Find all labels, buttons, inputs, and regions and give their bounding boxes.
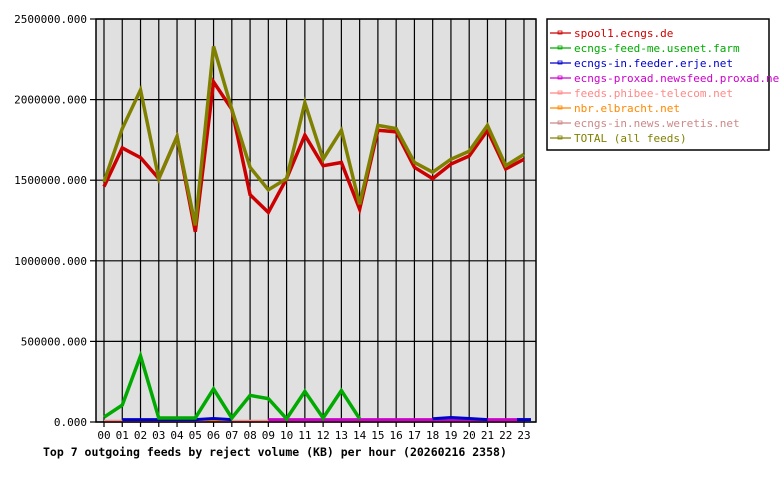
legend-item: ecngs-proxad.newsfeed.proxad.net: [550, 72, 780, 85]
x-tick-label: 21: [481, 429, 494, 442]
x-tick-label: 09: [262, 429, 275, 442]
legend-item: ecngs-feed-me.usenet.farm: [550, 42, 740, 55]
vertical-gridlines: [103, 19, 525, 422]
x-tick-label: 20: [463, 429, 476, 442]
plot-area: [96, 19, 536, 422]
legend-label: TOTAL (all feeds): [574, 132, 687, 145]
legend-label: ecngs-in.news.weretis.net: [574, 117, 740, 130]
legend-label: ecngs-proxad.newsfeed.proxad.net: [574, 72, 780, 85]
x-tick-label: 15: [371, 429, 384, 442]
y-tick-label: 2500000.000: [14, 13, 87, 26]
x-tick-label: 23: [517, 429, 530, 442]
legend-label: ecngs-in.feeder.erje.net: [574, 57, 733, 70]
series-line: [102, 45, 525, 226]
x-tick-label: 06: [207, 429, 220, 442]
legend: spool1.ecngs.de ecngs-feed-me.usenet.farm…: [546, 18, 780, 151]
legend-item: ecngs-in.feeder.erje.net: [550, 57, 733, 70]
plot-frame: [95, 18, 537, 423]
legend-item: TOTAL (all feeds): [550, 132, 687, 145]
x-tick-label: 16: [390, 429, 403, 442]
y-tick-label: 1000000.000: [14, 255, 87, 268]
x-tick-label: 04: [170, 429, 184, 442]
legend-label: ecngs-feed-me.usenet.farm: [574, 42, 740, 55]
x-tick-label: 07: [225, 429, 238, 442]
y-tick-label: 500000.000: [21, 335, 87, 348]
x-tick-label: 14: [353, 429, 367, 442]
y-tick-label: 0.000: [54, 416, 87, 429]
x-tick-label: 01: [116, 429, 129, 442]
y-tick-label: 1500000.000: [14, 174, 87, 187]
x-tick-label: 05: [189, 429, 202, 442]
legend-label: nbr.elbracht.net: [574, 102, 680, 115]
x-tick-label: 08: [243, 429, 256, 442]
x-tick-label: 22: [499, 429, 512, 442]
legend-label: spool1.ecngs.de: [574, 27, 673, 40]
legend-item: feeds.phibee-telecom.net: [550, 87, 733, 100]
x-tick-label: 03: [152, 429, 165, 442]
x-tick-label: 17: [408, 429, 421, 442]
x-tick-label: 13: [335, 429, 348, 442]
x-axis-ticks: 00 01 02 03 04 05 06 07 08 09 10 11 12 13 14 15 16 17 18 19…: [97, 422, 531, 442]
x-tick-label: 18: [426, 429, 439, 442]
series-line: [103, 350, 362, 422]
legend-box: [546, 18, 770, 151]
legend-item: spool1.ecngs.de: [550, 27, 673, 40]
chart-title: Top 7 outgoing feeds by reject volume (K…: [43, 445, 507, 459]
x-tick-label: 00: [97, 429, 110, 442]
y-axis-ticks: 0.000 500000.000 1000000.000 1500000.000 200…: [14, 13, 96, 429]
legend-item: nbr.elbracht.net: [550, 102, 680, 115]
x-tick-label: 19: [444, 429, 457, 442]
legend-item: ecngs-in.news.weretis.net: [550, 117, 740, 130]
x-tick-label: 10: [280, 429, 293, 442]
x-tick-label: 12: [316, 429, 329, 442]
legend-label: feeds.phibee-telecom.net: [574, 87, 733, 100]
series-line: [432, 415, 488, 422]
x-tick-label: 02: [134, 429, 147, 442]
y-tick-label: 2000000.000: [14, 94, 87, 107]
x-tick-label: 11: [298, 429, 311, 442]
